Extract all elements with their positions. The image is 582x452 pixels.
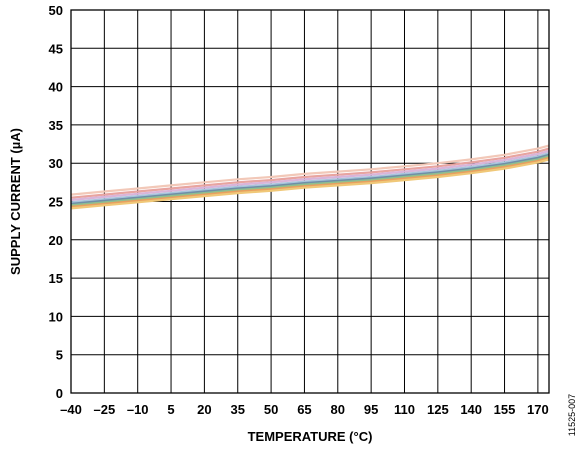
x-tick-label: 140: [460, 402, 482, 417]
series-line-3: [70, 149, 550, 202]
series-line-1: [70, 144, 550, 196]
y-tick-label: 10: [49, 309, 63, 324]
x-axis-title: TEMPERATURE (°C): [248, 429, 373, 444]
y-tick-label: 50: [49, 3, 63, 18]
series-line-5: [70, 153, 550, 205]
figure-id: 11525-007: [567, 394, 577, 436]
y-tick-label: 25: [49, 195, 63, 210]
x-tick-label: 5: [167, 402, 174, 417]
y-tick-label: 5: [56, 348, 63, 363]
series-line-2: [70, 147, 550, 199]
x-tick-label: 110: [394, 402, 415, 417]
y-tick-label: 0: [56, 386, 63, 401]
x-tick-label: 65: [297, 402, 311, 417]
series-line-6: [70, 155, 550, 207]
series-lines: [70, 144, 550, 210]
x-tick-label: 20: [197, 402, 211, 417]
x-tick-label: –40: [60, 402, 82, 417]
y-tick-label: 30: [49, 156, 63, 171]
y-tick-label: 40: [49, 80, 63, 95]
y-tick-label: 15: [49, 271, 63, 286]
x-tick-labels: –40 –25 –10 5 20 35 50 65 80 95 110 125 140 155 170: [60, 402, 549, 417]
y-tick-label: 45: [49, 41, 63, 56]
x-tick-label: 35: [231, 402, 245, 417]
x-tick-label: 155: [494, 402, 516, 417]
x-tick-label: 80: [331, 402, 345, 417]
x-tick-label: 50: [264, 402, 278, 417]
series-line-8: [70, 158, 550, 210]
series-line-4: [70, 152, 550, 204]
y-tick-label: 35: [49, 118, 63, 133]
plot-border: [70, 9, 550, 394]
x-tick-label: –10: [127, 402, 149, 417]
x-tick-label: 95: [364, 402, 378, 417]
x-tick-label: –25: [93, 402, 115, 417]
x-tick-label: 170: [527, 402, 549, 417]
y-tick-label: 20: [49, 233, 63, 248]
y-axis-title: SUPPLY CURRENT (µA): [8, 128, 23, 275]
series-line-7: [70, 156, 550, 208]
x-tick-label: 125: [427, 402, 449, 417]
y-tick-labels: 0 5 10 15 20 25 30 35 40 45 50: [49, 3, 63, 401]
